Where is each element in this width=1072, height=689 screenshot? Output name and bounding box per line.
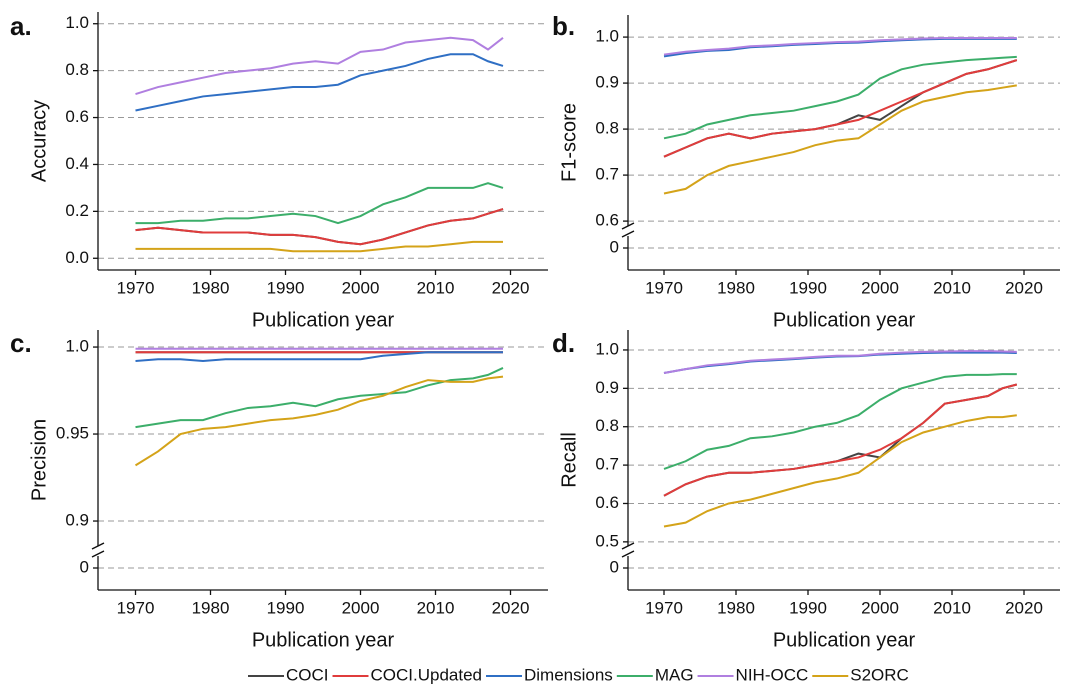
legend-label: S2ORC [850,665,909,684]
x-tick-label: 2020 [1005,598,1043,617]
x-axis-label: Publication year [252,309,395,331]
y-tick-label: 0.9 [65,511,89,530]
series-line [663,414,1017,528]
y-tick-label: 0.95 [56,424,89,443]
y-tick-label: 1.0 [595,339,619,358]
x-tick-label: 2010 [417,598,455,617]
series-line [135,240,503,253]
x-tick-label: 1980 [192,598,230,617]
y-tick-label: 0.8 [595,416,619,435]
y-tick-label: 0.8 [595,119,619,138]
x-axis-label: Publication year [773,309,916,331]
x-tick-label: 2000 [342,278,380,297]
x-tick-label: 2010 [933,278,971,297]
y-tick-label: 0.6 [595,211,619,230]
series-line [663,37,1017,56]
x-tick-label: 1990 [789,598,827,617]
legend-label: MAG [655,665,694,684]
y-axis-label: Precision [28,419,50,501]
x-tick-label: 1990 [789,278,827,297]
x-tick-label: 2020 [492,278,530,297]
series-line [663,373,1017,470]
series-line [663,55,1017,140]
legend-label: COCI [286,665,329,684]
x-tick-label: 2000 [861,278,899,297]
y-tick-label: 0.2 [65,201,89,220]
x-tick-label: 2010 [417,278,455,297]
axis-break [621,222,635,238]
x-tick-label: 1990 [267,598,305,617]
y-tick-label: 0.8 [65,60,89,79]
y-tick-label: 0 [610,557,619,576]
series-line [135,182,504,225]
x-tick-label: 2010 [933,598,971,617]
y-tick-label: 0 [610,237,619,256]
y-axis-label: Recall [558,432,580,488]
y-tick-label: 0.6 [65,107,89,126]
y-axis-label: Accuracy [28,100,50,182]
y-tick-label: 0.4 [65,154,89,173]
x-tick-label: 1980 [192,278,230,297]
x-tick-label: 1990 [267,278,305,297]
x-tick-label: 2000 [861,598,899,617]
y-axis-label: F1-score [558,103,580,182]
series-line [663,59,1018,158]
series-line [663,383,1018,497]
series-line [135,208,504,246]
series-line [135,367,504,429]
panel-label: c. [10,328,32,358]
x-tick-label: 1980 [717,278,755,297]
y-tick-label: 0.5 [595,531,619,550]
y-tick-label: 1.0 [595,27,619,46]
y-tick-label: 1.0 [65,13,89,32]
y-tick-label: 0.7 [595,165,619,184]
x-tick-label: 1970 [117,278,155,297]
legend-label: NIH-OCC [736,665,809,684]
series-line [135,351,503,362]
legend-label: Dimensions [524,665,613,684]
x-tick-label: 1970 [645,598,683,617]
x-axis-label: Publication year [773,629,916,651]
y-tick-label: 0 [80,557,89,576]
panel-label: d. [552,328,575,358]
y-tick-label: 0.9 [595,73,619,92]
x-tick-label: 1970 [117,598,155,617]
axis-break [91,542,105,558]
y-tick-label: 1.0 [65,337,89,356]
series-line [663,350,1017,374]
series-line [135,36,504,96]
x-tick-label: 1970 [645,278,683,297]
panel-label: a. [10,11,32,41]
axis-break [621,542,635,558]
y-tick-label: 0.9 [595,378,619,397]
x-tick-label: 2020 [492,598,530,617]
x-axis-label: Publication year [252,629,395,651]
series-line [663,84,1017,195]
x-tick-label: 1980 [717,598,755,617]
series-line [135,53,504,112]
x-tick-label: 2020 [1005,278,1043,297]
y-tick-label: 0.0 [65,248,89,267]
y-tick-label: 0.6 [595,493,619,512]
y-tick-label: 0.7 [595,455,619,474]
series-line [134,375,504,467]
x-tick-label: 2000 [342,598,380,617]
legend-label: COCI.Updated [371,665,483,684]
panel-label: b. [552,11,575,41]
